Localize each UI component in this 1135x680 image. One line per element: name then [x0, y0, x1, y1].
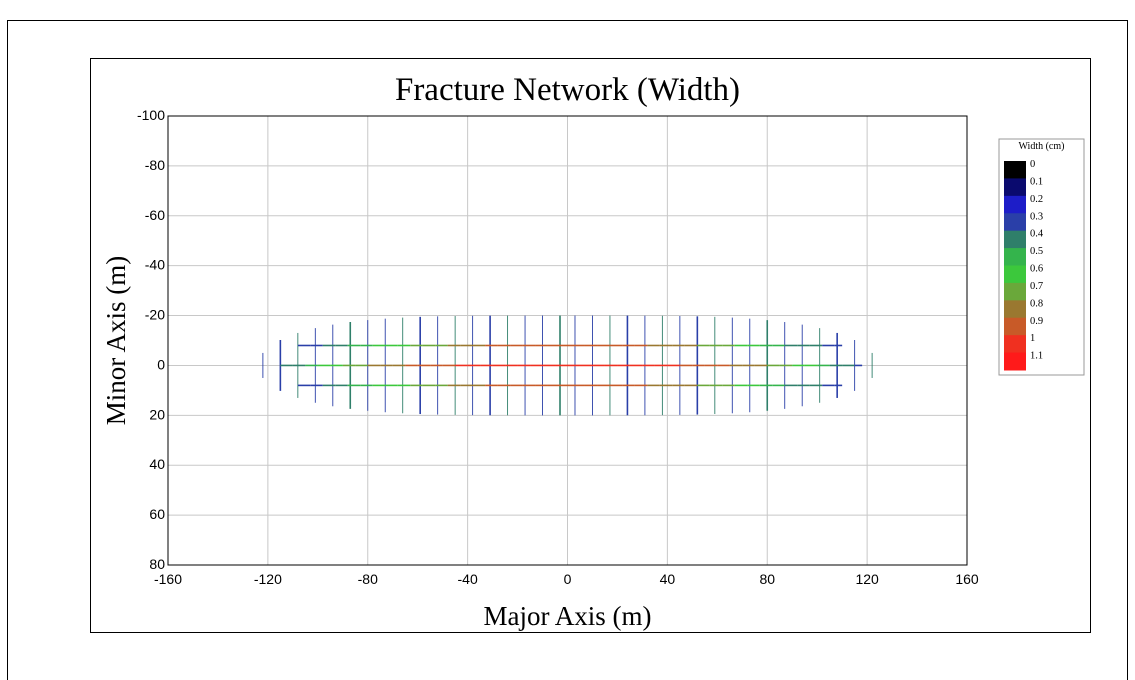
plot-area [167, 115, 968, 566]
y-tick-label: -40 [145, 257, 165, 273]
y-tick-label: -100 [137, 107, 165, 123]
legend-tick-label: 0.8 [1030, 298, 1043, 309]
x-tick-label: 80 [759, 571, 775, 587]
legend-color-swatch [1004, 265, 1026, 284]
x-tick-label: -160 [154, 571, 182, 587]
legend-color-swatch [1004, 213, 1026, 232]
legend-color-swatch [1004, 230, 1026, 249]
legend-tick-label: 0.7 [1030, 281, 1043, 292]
legend-tick-label: 0 [1030, 159, 1035, 170]
width-legend: Width (cm) 0 0.1 0.2 0.3 0.4 0.5 0.6 0.7 0.8 0.9 1… [998, 138, 1085, 376]
axes [167, 115, 968, 566]
y-tick-label: 60 [149, 506, 165, 522]
fracture-width-chart: Fracture Network (Width) Major Axis (m) … [101, 72, 1085, 631]
legend-tick-labels: 0 0.1 0.2 0.3 0.4 0.5 0.6 0.7 0.8 0.9 1 1.1 [1030, 159, 1044, 362]
x-tick-label: -80 [358, 571, 378, 587]
x-tick-label: 40 [660, 571, 676, 587]
x-axis-label: Major Axis (m) [484, 601, 652, 631]
y-tick-label: 80 [149, 556, 165, 572]
y-tick-labels: -100 -80 -60 -40 -20 0 20 40 60 80 [137, 107, 165, 572]
legend-color-swatch [1004, 352, 1026, 371]
fracture-network [262, 315, 873, 416]
x-tick-label: 160 [955, 571, 979, 587]
legend-tick-label: 0.1 [1030, 176, 1043, 187]
legend-color-swatch [1004, 178, 1026, 197]
legend-color-swatch [1004, 282, 1026, 301]
legend-tick-label: 1 [1030, 333, 1035, 344]
x-tick-label: 0 [564, 571, 572, 587]
legend-tick-label: 0.2 [1030, 194, 1043, 205]
legend-tick-label: 0.4 [1030, 229, 1044, 240]
legend-tick-label: 0.6 [1030, 264, 1043, 275]
legend-color-swatch [1004, 335, 1026, 354]
legend-tick-label: 0.3 [1030, 211, 1043, 222]
legend-title: Width (cm) [1019, 141, 1065, 152]
x-tick-label: 120 [855, 571, 879, 587]
y-tick-label: -80 [145, 157, 165, 173]
y-tick-label: 20 [149, 406, 165, 422]
legend-color-swatch [1004, 161, 1026, 179]
y-tick-label: -60 [145, 207, 165, 223]
chart-frame: Fracture Network (Width) Major Axis (m) … [90, 58, 1091, 633]
legend-color-swatch [1004, 195, 1026, 214]
legend-color-swatch [1004, 317, 1026, 336]
y-tick-label: -20 [145, 307, 165, 323]
legend-color-swatch [1004, 248, 1026, 266]
outer-frame [7, 20, 1128, 680]
x-tick-labels: -160 -120 -80 -40 0 40 80 120 160 [154, 571, 979, 587]
legend-color-swatch [1004, 300, 1026, 319]
grid [167, 115, 968, 566]
x-tick-label: -120 [254, 571, 282, 587]
y-axis-label: Minor Axis (m) [101, 256, 131, 426]
x-tick-label: -40 [458, 571, 478, 587]
legend-tick-label: 1.1 [1030, 351, 1043, 362]
y-tick-label: 0 [157, 356, 165, 372]
chart-title: Fracture Network (Width) [395, 72, 740, 108]
legend-tick-label: 0.9 [1030, 316, 1043, 327]
legend-colorbar [1004, 161, 1026, 371]
y-tick-label: 40 [149, 456, 165, 472]
legend-tick-label: 0.5 [1030, 246, 1043, 257]
